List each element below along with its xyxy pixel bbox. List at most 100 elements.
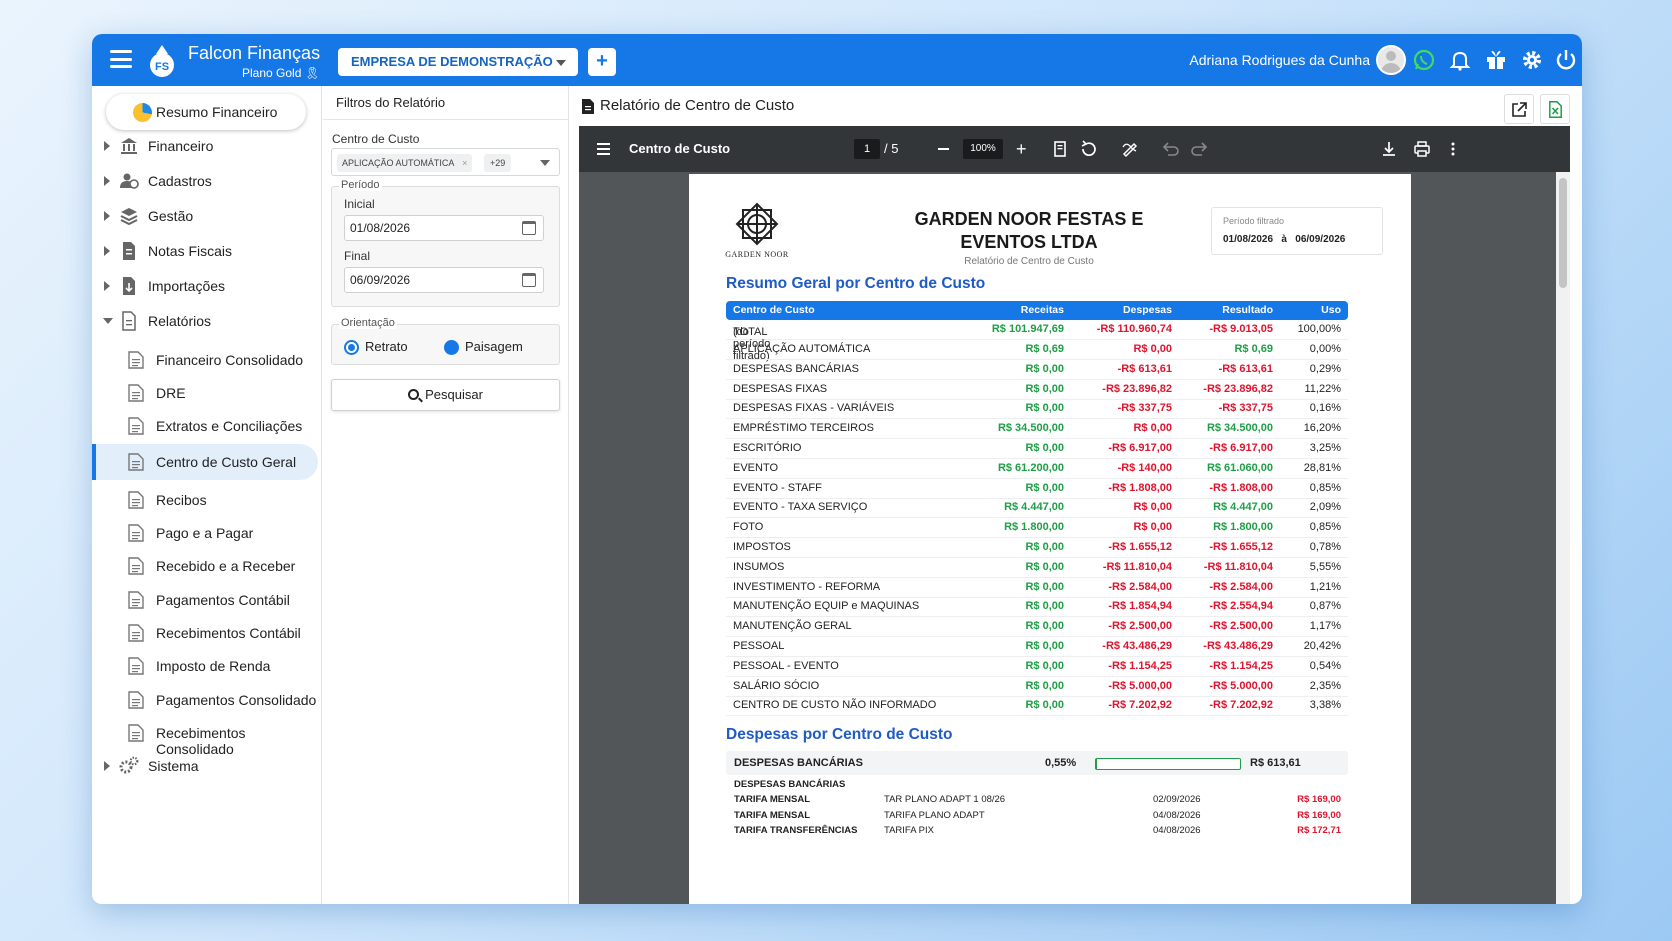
- cogs-icon: [119, 756, 139, 774]
- document-icon: [128, 691, 144, 709]
- print-icon[interactable]: [1412, 139, 1432, 159]
- sidebar-item-financeiro[interactable]: Financeiro: [92, 130, 322, 162]
- pdf-title: Centro de Custo: [629, 141, 731, 156]
- period-label: Período: [339, 179, 382, 191]
- sidebar-report-item[interactable]: Extratos e Conciliações: [92, 408, 322, 444]
- file-icon: [582, 99, 594, 114]
- zoom-in-icon[interactable]: +: [1016, 139, 1027, 159]
- menu-icon[interactable]: [110, 50, 132, 68]
- open-external-button[interactable]: [1504, 94, 1534, 124]
- table-row: DESPESAS FIXAS - VARIÁVEIS R$ 0,00 -R$ 337…: [726, 399, 1348, 420]
- undo-icon[interactable]: [1160, 139, 1180, 159]
- gift-icon[interactable]: [1484, 48, 1508, 72]
- calendar-icon[interactable]: [522, 221, 536, 235]
- sidebar-item-importacoes[interactable]: Importações: [92, 270, 322, 302]
- expense-progress-bar: [1095, 758, 1241, 770]
- rotate-icon[interactable]: [1079, 139, 1099, 159]
- user-name[interactable]: Adriana Rodrigues da Cunha: [1189, 52, 1370, 68]
- expense-detail-row: TARIFA TRANSFERÊNCIAS TARIFA PIX 04/08/202…: [734, 825, 1341, 836]
- company-select[interactable]: EMPRESA DE DEMONSTRAÇÃO: [338, 48, 578, 76]
- close-icon[interactable]: ×: [462, 158, 468, 168]
- table-row: INVESTIMENTO - REFORMA R$ 0,00 -R$ 2.584,0…: [726, 578, 1348, 598]
- end-date-input[interactable]: 06/09/2026: [344, 267, 544, 293]
- table-row: MANUTENÇÃO GERAL R$ 0,00 -R$ 2.500,00 -R$ 2…: [726, 617, 1348, 638]
- medal-icon: 🎗: [304, 66, 320, 80]
- sidebar-report-item[interactable]: Recebimentos Contábil: [92, 615, 322, 651]
- page-number-input[interactable]: 1: [854, 139, 880, 159]
- chevron-right-icon: [104, 211, 110, 221]
- garden-noor-logo: [735, 202, 779, 246]
- export-excel-button[interactable]: [1540, 94, 1570, 124]
- resumo-financeiro-button[interactable]: Resumo Financeiro: [106, 94, 306, 130]
- sidebar-report-item[interactable]: Pagamentos Contábil: [92, 582, 322, 618]
- power-icon[interactable]: [1554, 48, 1578, 72]
- document-icon: [128, 591, 144, 609]
- avatar[interactable]: [1376, 45, 1406, 75]
- table-row: IMPOSTOS R$ 0,00 -R$ 1.655,12 -R$ 1.655,12 0…: [726, 538, 1348, 558]
- expense-group-bar: DESPESAS BANCÁRIAS 0,55% R$ 613,61: [726, 751, 1348, 775]
- sidebar-item-gestao[interactable]: Gestão: [92, 200, 322, 232]
- company-name: GARDEN NOOR FESTAS E EVENTOS LTDA: [914, 209, 1144, 252]
- table-row: EVENTO R$ 61.200,00 -R$ 140,00 R$ 61.060,00…: [726, 459, 1348, 479]
- redo-icon[interactable]: [1190, 139, 1210, 159]
- sidebar-report-item[interactable]: Pagamentos Consolidado: [92, 682, 322, 718]
- sidebar: Resumo Financeiro Financeiro Cadastros G…: [92, 86, 322, 904]
- zoom-out-icon[interactable]: [938, 148, 949, 150]
- expense-subhead: DESPESAS BANCÁRIAS: [734, 779, 846, 790]
- pdf-scrollbar[interactable]: [1556, 172, 1570, 904]
- whatsapp-icon[interactable]: [1412, 48, 1436, 72]
- document-icon: [128, 491, 144, 509]
- sidebar-report-item[interactable]: Centro de Custo Geral: [92, 444, 318, 480]
- bell-icon[interactable]: [1448, 48, 1472, 72]
- col-receitas: Receitas: [1020, 304, 1064, 316]
- expenses-title: Despesas por Centro de Custo: [726, 726, 953, 743]
- search-button[interactable]: Pesquisar: [331, 379, 560, 411]
- sidebar-toggle-icon[interactable]: [597, 143, 610, 155]
- layers-icon: [120, 208, 138, 226]
- sidebar-item-sistema[interactable]: Sistema: [92, 750, 322, 782]
- more-options-icon[interactable]: [1443, 139, 1463, 159]
- gear-icon[interactable]: [1520, 48, 1544, 72]
- fit-page-icon[interactable]: [1050, 139, 1070, 159]
- sidebar-report-item[interactable]: Recebimentos Consolidado: [92, 715, 322, 757]
- chevron-right-icon: [104, 141, 110, 151]
- table-row: EMPRÉSTIMO TERCEIROS R$ 34.500,00 R$ 0,00 R…: [726, 419, 1348, 440]
- col-centro: Centro de Custo: [733, 304, 815, 316]
- orientation-label: Orientação: [339, 317, 397, 329]
- sidebar-report-item[interactable]: Financeiro Consolidado: [92, 342, 322, 378]
- scroll-thumb[interactable]: [1559, 178, 1567, 288]
- filters-title: Filtros do Relatório: [323, 86, 568, 120]
- calendar-icon[interactable]: [522, 273, 536, 287]
- document-icon: [128, 624, 144, 642]
- chevron-down-icon: [556, 60, 566, 66]
- summary-table-header: Centro de Custo Receitas Despesas Result…: [726, 301, 1348, 320]
- sidebar-item-notas-fiscais[interactable]: Notas Fiscais: [92, 235, 322, 267]
- table-row: FOTO R$ 1.800,00 R$ 0,00 R$ 1.800,00 0,85%: [726, 518, 1348, 539]
- annotate-icon[interactable]: [1120, 139, 1140, 159]
- users-icon: [120, 173, 139, 189]
- sidebar-report-item[interactable]: DRE: [92, 375, 322, 411]
- download-icon[interactable]: [1379, 139, 1399, 159]
- start-date-input[interactable]: 01/08/2026: [344, 215, 544, 241]
- cost-center-chip[interactable]: APLICAÇÃO AUTOMÁTICA ×: [337, 154, 473, 172]
- add-company-button[interactable]: +: [588, 48, 616, 76]
- sidebar-report-item[interactable]: Recibos: [92, 482, 322, 518]
- svg-text:FS: FS: [155, 61, 169, 73]
- document-icon: [128, 524, 144, 542]
- expense-detail-row: TARIFA MENSAL TARIFA PLANO ADAPT 04/08/202…: [734, 809, 1341, 821]
- start-date-label: Inicial: [344, 197, 375, 211]
- zoom-level[interactable]: 100%: [963, 139, 1003, 159]
- sidebar-report-item[interactable]: Pago e a Pagar: [92, 515, 322, 551]
- sidebar-report-item[interactable]: Imposto de Renda: [92, 648, 322, 684]
- sidebar-item-relatorios[interactable]: Relatórios: [92, 305, 322, 337]
- chevron-down-icon: [540, 160, 550, 166]
- bank-icon: [121, 138, 137, 154]
- summary-title: Resumo Geral por Centro de Custo: [726, 275, 986, 292]
- sidebar-report-item[interactable]: Recebido e a Receber: [92, 548, 322, 584]
- search-icon: [408, 389, 420, 400]
- sidebar-item-cadastros[interactable]: Cadastros: [92, 165, 322, 197]
- document-icon: [128, 724, 144, 742]
- invoice-icon: [123, 242, 135, 260]
- report-icon: [122, 311, 136, 331]
- cost-center-select[interactable]: APLICAÇÃO AUTOMÁTICA × +29: [331, 148, 560, 176]
